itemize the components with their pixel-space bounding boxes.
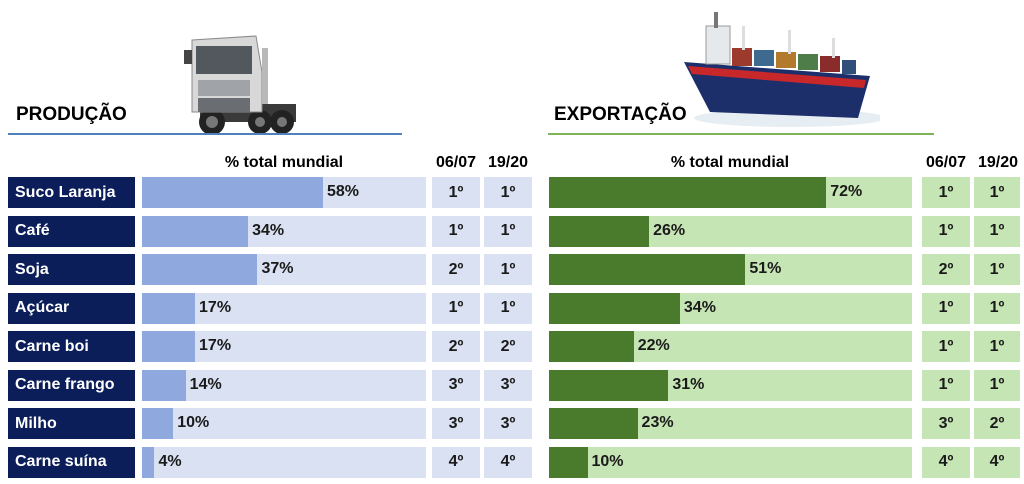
exportacao-bar bbox=[549, 331, 634, 362]
exportacao-value-label: 72% bbox=[830, 183, 863, 200]
producao-bar bbox=[142, 369, 186, 401]
producao-value-label: 37% bbox=[261, 260, 294, 277]
exportacao-bar bbox=[549, 215, 650, 247]
producao-col-1920-header: 19/20 bbox=[487, 154, 529, 171]
producao-value-label: 4% bbox=[158, 452, 182, 470]
producao-value-label: 34% bbox=[252, 221, 285, 239]
producao-rank-0607: 1º bbox=[432, 177, 480, 208]
producao-title: PRODUÇÃO bbox=[16, 104, 127, 125]
exportacao-rank-0607: 2º bbox=[922, 254, 970, 285]
category-label: Açúcar bbox=[8, 292, 135, 324]
exportacao-title: EXPORTAÇÃO bbox=[554, 104, 687, 125]
exportacao-value-label: 34% bbox=[683, 298, 716, 316]
exportacao-axis-header: % total mundial bbox=[670, 154, 790, 171]
category-label: Café bbox=[8, 215, 135, 247]
producao-rank-0607: 2º bbox=[432, 331, 480, 362]
exportacao-rank-0607: 1º bbox=[922, 331, 970, 362]
category-label: Carne suína bbox=[8, 446, 135, 478]
producao-bar bbox=[142, 331, 196, 362]
exportacao-bar bbox=[549, 408, 638, 439]
exportacao-underline bbox=[548, 133, 934, 135]
category-label: Suco Laranja bbox=[8, 177, 135, 208]
exportacao-rank-0607: 4º bbox=[922, 446, 970, 478]
exportacao-rank-0607: 1º bbox=[922, 292, 970, 324]
producao-value-label: 14% bbox=[189, 375, 222, 393]
exportacao-rank-1920: 1º bbox=[974, 177, 1020, 208]
category-label: Carne frango bbox=[8, 369, 135, 401]
truck-icon bbox=[184, 35, 296, 135]
exportacao-bar bbox=[549, 254, 746, 285]
producao-bar bbox=[142, 177, 323, 208]
producao-axis-header: % total mundial bbox=[224, 154, 344, 171]
producao-rank-0607: 4º bbox=[432, 446, 480, 478]
producao-bar bbox=[142, 254, 258, 285]
exportacao-rank-1920: 2º bbox=[974, 408, 1020, 439]
exportacao-rank-1920: 4º bbox=[974, 446, 1020, 478]
exportacao-rank-0607: 1º bbox=[922, 369, 970, 401]
producao-rank-1920: 1º bbox=[484, 254, 532, 285]
producao-rank-1920: 4º bbox=[484, 446, 532, 478]
producao-rank-1920: 2º bbox=[484, 331, 532, 362]
producao-rank-0607: 1º bbox=[432, 292, 480, 324]
producao-bar bbox=[142, 215, 249, 247]
cargo-ship-icon bbox=[684, 12, 880, 127]
producao-rank-0607: 1º bbox=[432, 215, 480, 247]
producao-rank-1920: 1º bbox=[484, 292, 532, 324]
producao-row-bg bbox=[142, 408, 426, 439]
exportacao-rank-1920: 1º bbox=[974, 215, 1020, 247]
producao-row-bg bbox=[142, 446, 426, 478]
exportacao-row-bg bbox=[549, 446, 912, 478]
exportacao-value-label: 31% bbox=[672, 375, 705, 393]
producao-underline bbox=[8, 133, 402, 135]
producao-rank-0607: 3º bbox=[432, 408, 480, 439]
producao-row-bg bbox=[142, 369, 426, 401]
producao-rank-1920: 1º bbox=[484, 177, 532, 208]
exportacao-col-1920-header: 19/20 bbox=[977, 154, 1019, 171]
producao-bar bbox=[142, 408, 174, 439]
category-label: Milho bbox=[8, 408, 135, 439]
producao-value-label: 58% bbox=[326, 183, 359, 200]
producao-bar bbox=[142, 446, 155, 478]
exportacao-value-label: 51% bbox=[749, 260, 782, 277]
producao-rank-1920: 3º bbox=[484, 408, 532, 439]
exportacao-col-0607-header: 06/07 bbox=[925, 154, 967, 171]
producao-value-label: 17% bbox=[199, 337, 232, 354]
category-label: Carne boi bbox=[8, 331, 135, 362]
exportacao-bar bbox=[549, 177, 827, 208]
producao-value-label: 10% bbox=[177, 414, 210, 431]
exportacao-bar bbox=[549, 369, 669, 401]
producao-rank-1920: 1º bbox=[484, 215, 532, 247]
producao-rank-0607: 2º bbox=[432, 254, 480, 285]
exportacao-rank-0607: 1º bbox=[922, 177, 970, 208]
producao-rank-0607: 3º bbox=[432, 369, 480, 401]
exportacao-rank-1920: 1º bbox=[974, 369, 1020, 401]
exportacao-rank-0607: 1º bbox=[922, 215, 970, 247]
exportacao-value-label: 10% bbox=[591, 452, 624, 470]
producao-bar bbox=[142, 292, 196, 324]
exportacao-rank-1920: 1º bbox=[974, 292, 1020, 324]
exportacao-value-label: 22% bbox=[637, 337, 670, 354]
category-label: Soja bbox=[8, 254, 135, 285]
exportacao-value-label: 26% bbox=[653, 221, 686, 239]
exportacao-rank-1920: 1º bbox=[974, 254, 1020, 285]
producao-col-0607-header: 06/07 bbox=[435, 154, 477, 171]
exportacao-bar bbox=[549, 292, 680, 324]
exportacao-value-label: 23% bbox=[641, 414, 674, 431]
exportacao-rank-1920: 1º bbox=[974, 331, 1020, 362]
producao-rank-1920: 3º bbox=[484, 369, 532, 401]
exportacao-bar bbox=[549, 446, 588, 478]
exportacao-rank-0607: 3º bbox=[922, 408, 970, 439]
producao-value-label: 17% bbox=[199, 298, 232, 316]
